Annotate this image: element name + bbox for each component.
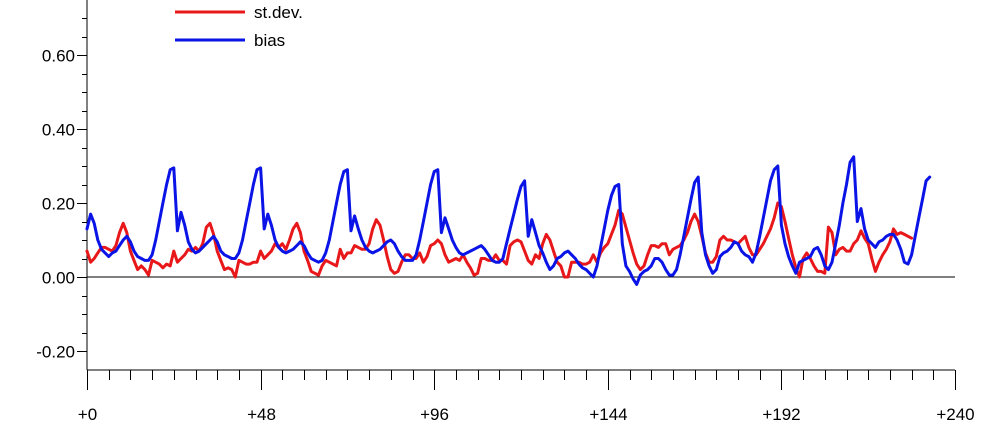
x-tick-label: +96 — [420, 405, 449, 423]
legend-label: bias — [254, 31, 285, 50]
y-tick-label: 0.40 — [42, 121, 75, 140]
x-tick-label: +0 — [78, 405, 97, 423]
y-tick-label: 0.60 — [42, 47, 75, 66]
series-line-bias — [85, 155, 932, 286]
chart-legend: st.dev. bias — [175, 3, 303, 50]
chart-axes: -0.20 0.00 0.20 0.40 0.60 +0 +48 +96 +144 +192 +24… — [36, 0, 975, 423]
y-tick-label: -0.20 — [36, 343, 75, 362]
y-tick-label: 0.20 — [42, 195, 75, 214]
x-tick-label: +144 — [589, 405, 627, 423]
plot-lines — [85, 155, 932, 286]
x-tick-label: +48 — [247, 405, 276, 423]
x-tick-label: +192 — [762, 405, 800, 423]
legend-label: st.dev. — [254, 3, 303, 22]
y-tick-label: 0.00 — [42, 269, 75, 288]
x-tick-label: +240 — [936, 405, 974, 423]
